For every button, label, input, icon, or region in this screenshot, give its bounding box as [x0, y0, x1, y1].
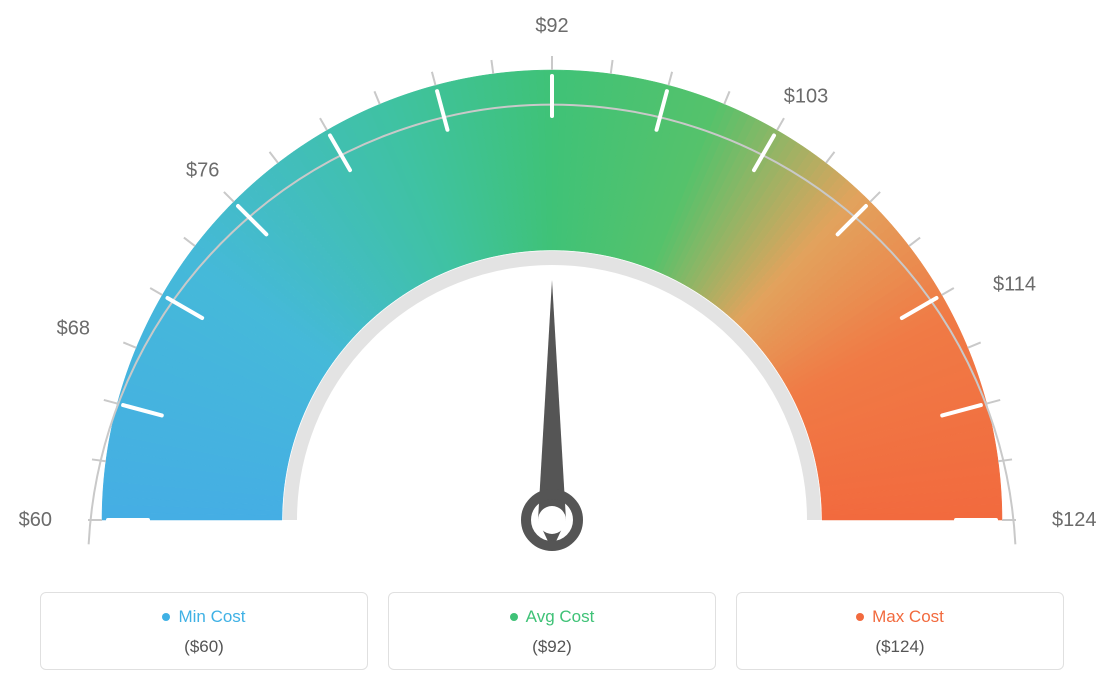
legend-dot-max: [856, 613, 864, 621]
tick-label: $124: [1052, 509, 1097, 531]
tick-label: $68: [57, 318, 90, 340]
cost-gauge-widget: $60 $68 $76 $92 $103 $114 $124 Min Cost ($60) …: [0, 0, 1104, 690]
legend-label-max: Max Cost: [872, 607, 944, 627]
gauge-needle: [526, 280, 578, 550]
legend-dot-avg: [510, 613, 518, 621]
legend-row: Min Cost ($60) Avg Cost ($92) Max Cost (…: [40, 592, 1064, 670]
legend-value-min: ($60): [51, 637, 357, 657]
legend-label-avg: Avg Cost: [526, 607, 595, 627]
legend-value-max: ($124): [747, 637, 1053, 657]
tick-label: $92: [535, 15, 568, 37]
legend-card-avg: Avg Cost ($92): [388, 592, 716, 670]
legend-title-min: Min Cost: [162, 607, 245, 627]
tick-label: $114: [993, 273, 1036, 295]
legend-title-max: Max Cost: [856, 607, 944, 627]
tick-label: $76: [186, 160, 219, 182]
tick-label: $60: [19, 509, 52, 531]
tick-label: $103: [784, 85, 829, 107]
legend-dot-min: [162, 613, 170, 621]
legend-card-max: Max Cost ($124): [736, 592, 1064, 670]
gauge-chart: $60 $68 $76 $92 $103 $114 $124: [0, 0, 1104, 560]
legend-value-avg: ($92): [399, 637, 705, 657]
needle-hub-inner: [538, 506, 566, 534]
legend-label-min: Min Cost: [178, 607, 245, 627]
legend-card-min: Min Cost ($60): [40, 592, 368, 670]
legend-title-avg: Avg Cost: [510, 607, 595, 627]
